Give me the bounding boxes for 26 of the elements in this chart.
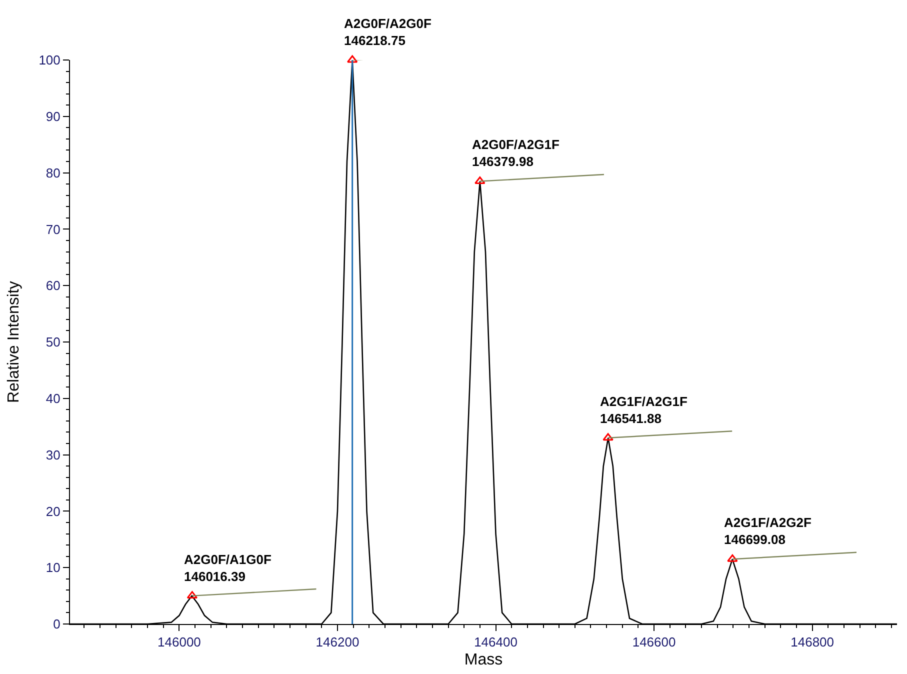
- y-tick-label: 80: [46, 165, 60, 180]
- x-tick-label: 146800: [790, 634, 834, 650]
- y-tick-label: 50: [46, 334, 60, 350]
- y-tick-label: 20: [46, 504, 60, 519]
- point: [602, 433, 614, 441]
- y-axis-title: Relative Intensity: [6, 281, 23, 403]
- point: [474, 176, 486, 184]
- annotation: A2G1F/A2G2F 146699.08: [724, 515, 812, 547]
- annotation: A2G0F/A2G0F 146218.75: [344, 16, 432, 48]
- point: [727, 554, 738, 562]
- y-tick-label: 90: [46, 108, 60, 124]
- y-tick-label: 0: [53, 616, 60, 632]
- x-axis-title: Mass: [464, 651, 503, 668]
- y-tick-label: 70: [46, 222, 60, 237]
- x-tick-label: 146000: [158, 634, 201, 650]
- y-tick-label: 30: [46, 447, 60, 462]
- x-tick-label: 146400: [474, 634, 518, 650]
- y-tick-label: 10: [46, 560, 60, 576]
- y-tick-label: 40: [46, 390, 60, 406]
- x-tick-label: 146200: [316, 634, 360, 650]
- y-tick-label: 60: [46, 278, 60, 294]
- annotation: A2G1F/A2G1F 146541.88: [600, 394, 688, 426]
- y-tick-label: 100: [38, 52, 60, 68]
- x-tick-label: 146600: [632, 634, 676, 650]
- annotation: A2G0F/A2G1F 146379.98: [472, 137, 560, 169]
- annotation: A2G0F/A1G0F 146016.39: [184, 552, 272, 584]
